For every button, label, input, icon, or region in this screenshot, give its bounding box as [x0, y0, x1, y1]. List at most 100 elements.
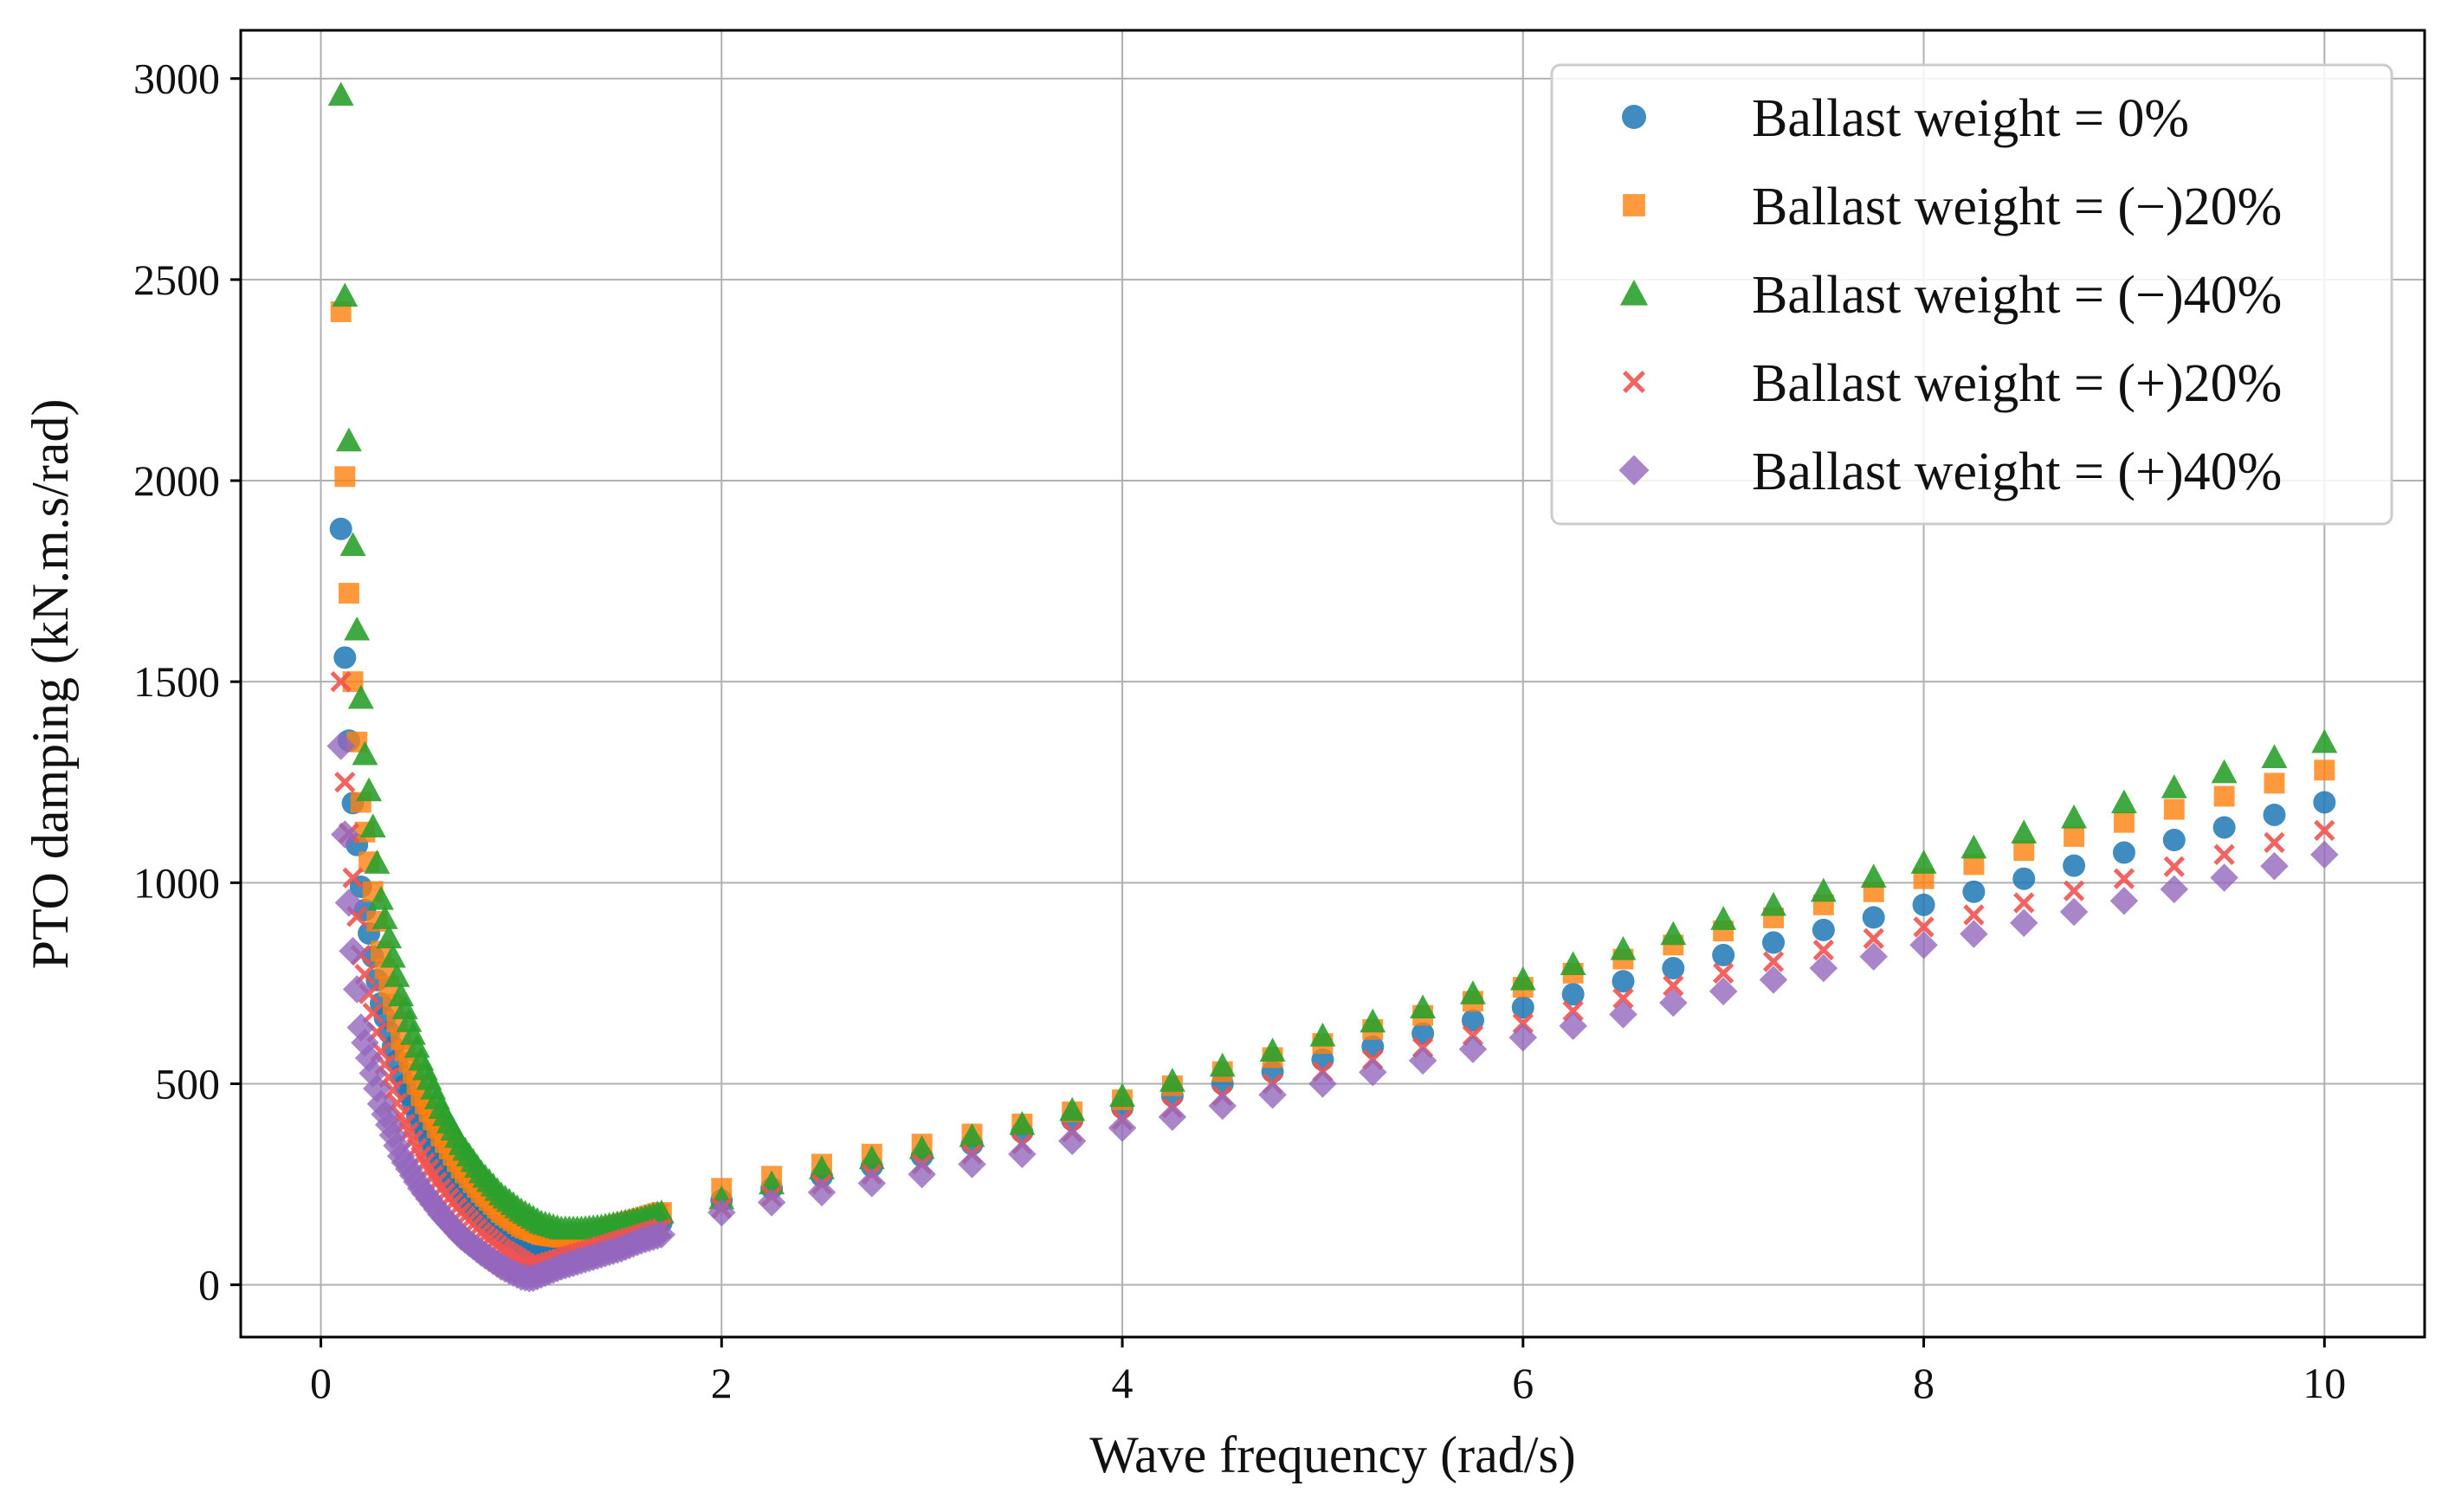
data-point [1009, 1110, 1036, 1135]
series-3 [330, 671, 2335, 1277]
data-point [1708, 977, 1738, 1005]
data-point [342, 867, 364, 888]
data-point [2061, 804, 2088, 829]
data-point [2013, 840, 2035, 862]
data-point [1259, 1037, 1286, 1062]
data-point [344, 616, 371, 641]
x-tick-label: 10 [2303, 1359, 2346, 1407]
data-point [356, 777, 383, 802]
data-point [1561, 983, 1585, 1006]
x-tick-label: 2 [711, 1359, 733, 1407]
data-point [2013, 892, 2035, 914]
data-point [1912, 893, 1935, 916]
data-point [2011, 819, 2038, 844]
data-point [334, 466, 356, 488]
data-point [1760, 891, 1786, 916]
data-point [2009, 908, 2038, 938]
data-point [359, 813, 386, 838]
data-point [1208, 1091, 1237, 1121]
data-point [2113, 811, 2135, 833]
series-4 [326, 732, 2339, 1293]
data-point [1660, 921, 1687, 946]
data-point [1809, 953, 1838, 983]
data-point [807, 1178, 836, 1207]
data-point [958, 1150, 986, 1179]
data-point [2213, 785, 2235, 807]
data-point [327, 81, 354, 106]
data-point [1258, 1081, 1287, 1109]
y-tick-label: 0 [198, 1261, 220, 1309]
y-axis-label: PTO damping (kN.m.s/rad) [22, 399, 79, 970]
y-axis: 0 500 1000 1500 2000 2500 3000 [133, 55, 241, 1309]
data-point [1458, 1035, 1488, 1063]
data-point [2109, 886, 2139, 915]
y-tick-label: 1500 [133, 657, 220, 706]
data-point [1859, 942, 1888, 971]
data-point [1059, 1096, 1086, 1121]
x-tick-label: 6 [1512, 1359, 1534, 1407]
data-point [352, 740, 378, 766]
data-point [1612, 970, 1635, 993]
data-point [1562, 1000, 1584, 1022]
data-point [335, 427, 362, 452]
data-point [338, 583, 359, 604]
data-point [2059, 897, 2089, 927]
data-point [384, 963, 410, 987]
data-point [334, 772, 356, 793]
legend-label: Ballast weight = 0% [1752, 89, 2189, 148]
data-point [1812, 939, 1835, 961]
data-point [2163, 856, 2185, 877]
data-point [1309, 1022, 1336, 1047]
legend-marker [1622, 105, 1646, 129]
data-point [1008, 1140, 1037, 1168]
data-point [2264, 831, 2285, 854]
data-point [2110, 789, 2137, 814]
data-point [1759, 966, 1788, 994]
plot-frame [239, 29, 2426, 1339]
legend: Ballast weight = 0% Ballast weight = (−)2… [1550, 63, 2393, 526]
data-point [379, 943, 406, 968]
data-point [2310, 840, 2339, 869]
data-point [959, 1122, 985, 1147]
data-point [1863, 927, 1884, 949]
data-point [2012, 867, 2036, 890]
data-point [347, 684, 374, 709]
x-axis: 0 2 4 6 8 10 [310, 1337, 2346, 1407]
data-point [1057, 1127, 1087, 1155]
legend-marker [1623, 194, 1645, 216]
data-point [2213, 843, 2235, 865]
data-point [2311, 728, 2338, 753]
data-point [329, 517, 352, 540]
data-point [2260, 851, 2289, 881]
data-point [707, 1198, 736, 1227]
data-point [2212, 816, 2236, 839]
data-point [2314, 819, 2335, 842]
x-tick-label: 0 [310, 1359, 332, 1407]
data-point [757, 1188, 786, 1217]
data-point [332, 282, 358, 307]
data-point [2261, 744, 2288, 768]
data-point [1209, 1052, 1236, 1077]
y-tick-label: 2000 [133, 456, 220, 505]
data-point [2161, 774, 2187, 798]
data-point [2162, 828, 2186, 851]
data-point [1860, 863, 1887, 888]
data-point [1662, 956, 1685, 979]
data-point [1308, 1069, 1337, 1098]
data-point [330, 671, 352, 693]
data-point [1913, 916, 1935, 938]
data-point [376, 924, 403, 949]
data-point [1158, 1102, 1187, 1132]
data-point [342, 975, 371, 1004]
data-series [326, 81, 2339, 1293]
data-point [331, 820, 359, 849]
data-point [1460, 980, 1486, 1005]
data-point [1410, 994, 1437, 1018]
data-point [362, 1002, 384, 1024]
legend-marker [1623, 371, 1645, 393]
data-point [334, 888, 364, 917]
legend-marker [1618, 455, 1650, 486]
data-point [1810, 877, 1837, 902]
data-point [647, 1220, 676, 1249]
